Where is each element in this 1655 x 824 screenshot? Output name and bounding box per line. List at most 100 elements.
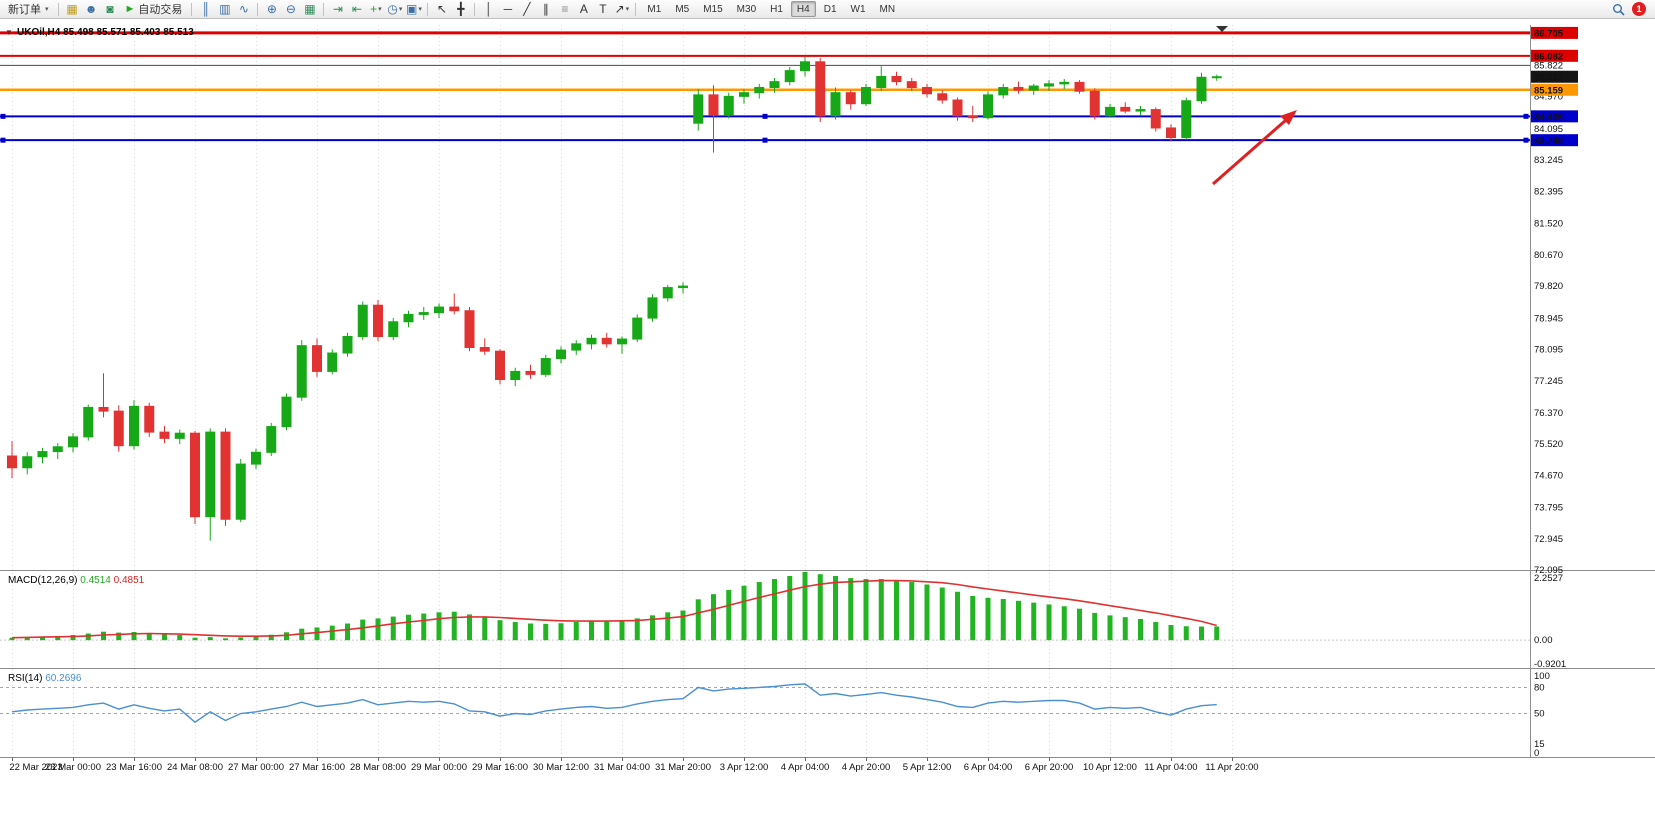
candle (7, 455, 17, 469)
time-label: 23 Mar 00:00 (45, 762, 101, 773)
timeframe-h1[interactable]: H1 (770, 3, 783, 15)
candle (845, 92, 856, 105)
hline-handle[interactable] (0, 137, 6, 143)
hline-handle[interactable] (762, 113, 768, 119)
candle (922, 87, 932, 95)
timeframe-m15[interactable]: M15 (703, 3, 723, 15)
search-icon[interactable] (1609, 1, 1628, 18)
candle (52, 446, 63, 453)
trendline-icon[interactable]: ╱ (523, 2, 531, 16)
candle (1059, 81, 1070, 85)
hline-handle[interactable] (1523, 137, 1529, 143)
candle (1089, 90, 1100, 117)
terminal-icon[interactable]: ▦ (66, 2, 78, 16)
price-marker-box (1531, 49, 1578, 62)
timeframe-mn[interactable]: MN (879, 3, 896, 15)
arrows-tool-button[interactable]: ↗ ▾ (614, 2, 630, 16)
candle (998, 87, 1009, 96)
price-marker-box (1531, 70, 1578, 83)
horizontal-lines[interactable] (0, 31, 1530, 143)
svg-text:0.00: 0.00 (1534, 635, 1553, 646)
time-label: 11 Apr 20:00 (1205, 762, 1258, 773)
price-tick: 84.095 (1534, 124, 1563, 135)
scroll-to-end-marker[interactable] (1216, 26, 1228, 32)
price-tick: 80.670 (1534, 250, 1563, 261)
candle (449, 306, 460, 312)
price-marker-value: 83.788 (1534, 136, 1563, 147)
time-label: 31 Mar 04:00 (594, 762, 650, 773)
time-label: 24 Mar 08:00 (167, 762, 223, 773)
candle (693, 94, 704, 124)
candle (937, 93, 948, 101)
hline-handle[interactable] (1523, 113, 1529, 119)
candle (510, 370, 521, 381)
zoom-out-icon[interactable]: ⊖ (285, 2, 296, 16)
line-chart-icon[interactable]: ∿ (238, 2, 249, 16)
time-label: 10 Apr 12:00 (1083, 762, 1137, 773)
svg-text:100: 100 (1534, 671, 1550, 682)
candle (952, 99, 963, 117)
notification-badge[interactable]: 1 (1632, 2, 1646, 16)
periods-button[interactable]: ◷ ▾ (387, 2, 403, 16)
text-icon[interactable]: A (579, 2, 588, 16)
templates-button[interactable]: ▣ ▾ (405, 2, 422, 16)
candle (1181, 100, 1192, 139)
candle (22, 456, 33, 469)
horizontal-line-icon[interactable]: ─ (503, 2, 513, 16)
price-marker-box (1531, 110, 1578, 123)
price-tick: 84.970 (1534, 92, 1563, 103)
candle (174, 432, 185, 439)
candle (464, 310, 475, 349)
chart-shift-icon[interactable]: ⇤ (351, 2, 362, 16)
auto-trading-button[interactable]: ► 自动交易 (120, 1, 188, 18)
bar-chart-icon[interactable]: ║ (201, 2, 211, 16)
chevron-down-icon: ▾ (378, 5, 382, 13)
cursor-icon[interactable]: ↖ (436, 2, 447, 16)
time-label: 3 Apr 12:00 (720, 762, 769, 773)
new-order-button[interactable]: 新订单 ▾ (3, 1, 54, 18)
macd-panel (0, 572, 1530, 641)
toolbar-separator (323, 2, 325, 16)
macd-main-value: 0.4514 (80, 575, 111, 586)
hline-handle[interactable] (762, 137, 768, 143)
time-label: 23 Mar 16:00 (106, 762, 162, 773)
timeframe-w1[interactable]: W1 (850, 3, 866, 15)
candle (540, 358, 551, 375)
timeframe-m5[interactable]: M5 (675, 3, 690, 15)
auto-scroll-icon[interactable]: ⇥ (332, 2, 343, 16)
hline-handle[interactable] (0, 113, 6, 119)
candle (906, 81, 917, 89)
timeframe-h4[interactable]: H4 (790, 1, 816, 17)
tile-windows-icon[interactable]: ▦ (304, 2, 316, 16)
indicators-button[interactable]: + ▾ (370, 2, 382, 16)
candle (129, 405, 139, 447)
accounts-icon[interactable]: ☻ (84, 2, 98, 16)
timeframe-m1[interactable]: M1 (647, 3, 662, 15)
candle (1044, 83, 1054, 87)
label-icon[interactable]: T (599, 2, 607, 16)
candlestick-chart-icon[interactable]: ▥ (219, 2, 231, 16)
candle (647, 297, 658, 319)
price-tick: 78.095 (1534, 345, 1563, 356)
svg-text:80: 80 (1534, 682, 1545, 693)
channel-icon[interactable]: ∥ (542, 2, 549, 16)
timeframe-d1[interactable]: D1 (823, 3, 837, 15)
price-tick: 78.945 (1534, 313, 1563, 324)
price-axis[interactable]: 85.822 84.970 84.095 83.245 82.395 81.520 80.6… (1531, 26, 1578, 576)
vertical-line-icon[interactable]: │ (485, 2, 493, 16)
candle (662, 287, 673, 299)
zoom-in-icon[interactable]: ⊕ (266, 2, 277, 16)
svg-text:0: 0 (1534, 748, 1539, 759)
trend-arrow[interactable] (1212, 110, 1297, 186)
chevron-down-icon: ▾ (45, 6, 49, 13)
candle (708, 94, 719, 116)
timeframe-m30[interactable]: M30 (736, 3, 757, 15)
community-icon[interactable]: ◙ (106, 2, 114, 16)
price-marker-value: 84.436 (1534, 112, 1563, 123)
candle (891, 75, 902, 83)
fibonacci-icon[interactable]: ≡ (561, 2, 569, 16)
crosshair-icon[interactable]: ╋ (457, 2, 465, 16)
candle (403, 313, 414, 323)
